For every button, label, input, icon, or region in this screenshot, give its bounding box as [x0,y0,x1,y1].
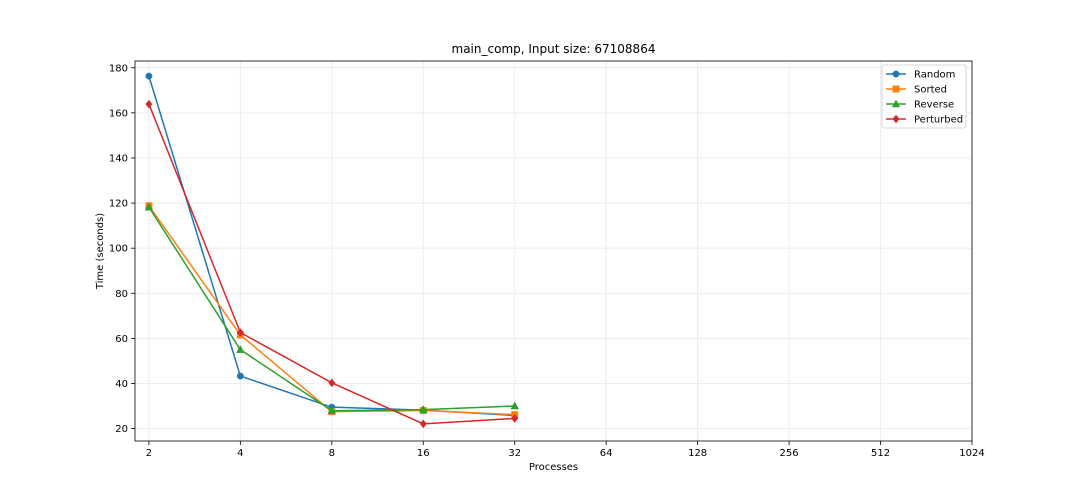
y-tick-label: 140 [109,153,128,164]
y-tick-label: 40 [115,379,128,390]
data-point-reverse [510,401,519,410]
y-axis-label: Time (seconds) [95,213,106,290]
legend-marker-perturbed [892,114,900,124]
axis-ticks: 2 4 8 16 32 64 128 256 512 1024 20 40 60 80 100 120 140 1… [109,63,985,459]
data-point-reverse [236,345,245,353]
legend-box [881,64,967,129]
x-tick-label: 32 [508,448,521,459]
plot-area [135,61,972,441]
x-axis-label: Processes [529,462,578,473]
legend-marker-sorted [892,85,900,93]
data-point-reverse [144,202,154,211]
data-point-perturbed [511,414,519,423]
series-perturbed [145,99,519,429]
x-tick-label: 4 [237,448,243,459]
data-point-random [145,72,153,80]
x-tick-label: 128 [688,448,707,459]
y-tick-label: 60 [115,334,128,345]
x-tick-label: 512 [871,448,890,459]
legend-marker-reverse [891,99,901,108]
x-tick-label: 8 [329,448,335,459]
y-tick-label: 100 [109,244,128,255]
legend-marker-random [892,70,900,78]
data-point-perturbed [419,419,427,429]
legend-label-reverse: Reverse [914,100,954,111]
y-tick-label: 180 [109,63,128,74]
data-point-random [236,372,244,380]
series-layer [144,72,519,429]
legend-label-perturbed: Perturbed [914,115,963,126]
legend-label-sorted: Sorted [914,85,947,96]
series-reverse [144,202,519,415]
data-point-perturbed [145,99,153,109]
y-tick-label: 20 [115,424,128,435]
y-tick-label: 120 [109,199,128,210]
data-point-perturbed [328,378,336,388]
y-tick-label: 80 [115,289,128,300]
x-tick-label: 64 [600,448,613,459]
x-tick-label: 1024 [959,448,984,459]
legend: Random Sorted Reverse Perturbed [881,64,967,129]
grid-lines [135,61,973,441]
x-tick-label: 256 [780,448,799,459]
chart-title: main_comp, Input size: 67108864 [452,42,656,56]
y-tick-label: 160 [109,108,128,119]
x-tick-label: 2 [146,448,152,459]
plot-frame [134,60,973,442]
legend-label-random: Random [914,70,955,81]
x-tick-label: 16 [417,448,430,459]
data-point-perturbed [236,328,244,337]
data-point-reverse [327,406,337,415]
data-point-reverse [419,405,428,413]
